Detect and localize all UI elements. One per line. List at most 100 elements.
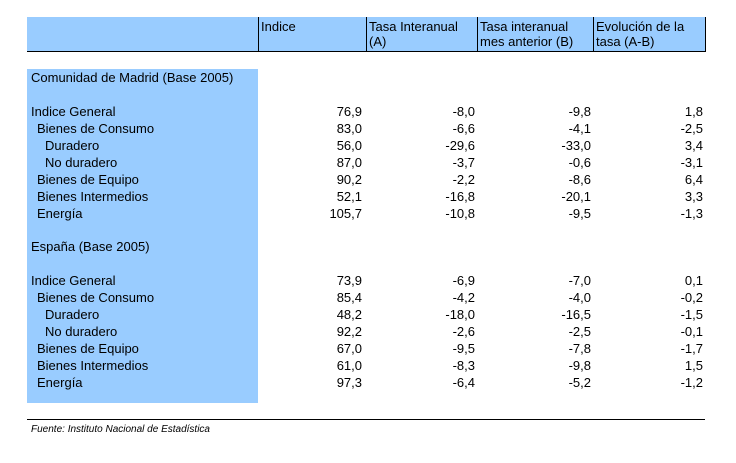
cell-value: 90,2	[336, 172, 362, 187]
cell-value: -3,7	[452, 155, 475, 170]
row-label: No duradero	[45, 324, 118, 339]
header-tasa-interanual: Tasa Interanual (A)	[366, 19, 458, 54]
cell-value: -9,8	[568, 104, 591, 119]
header-label-line: mes anterior (B)	[480, 34, 574, 49]
table-row: Indice General 76,9 -8,0 -9,8 1,8	[0, 103, 736, 120]
table-row: Bienes Intermedios 61,0 -8,3 -9,8 1,5	[0, 357, 736, 374]
cell-value: -3,1	[680, 155, 703, 170]
cell-value: -1,2	[680, 375, 703, 390]
cell-value: -7,0	[568, 273, 591, 288]
row-label-column	[27, 69, 258, 403]
header-indice: Indice	[258, 19, 296, 54]
cell-value: -2,5	[680, 121, 703, 136]
cell-value: 76,9	[336, 104, 362, 119]
cell-value: -6,9	[452, 273, 475, 288]
header-label-line: tasa (A-B)	[596, 34, 655, 49]
cell-value: -6,6	[452, 121, 475, 136]
header-label-line: (A)	[369, 34, 387, 49]
cell-value: 92,2	[336, 324, 362, 339]
row-label: Bienes Intermedios	[37, 358, 149, 373]
section-title-row: España (Base 2005)	[0, 238, 736, 255]
header-tasa-mes-anterior: Tasa interanual mes anterior (B)	[477, 19, 573, 54]
cell-value: 1,8	[684, 104, 703, 119]
section-title: Comunidad de Madrid (Base 2005)	[31, 70, 234, 85]
table-row: Duradero 48,2 -18,0 -16,5 -1,5	[0, 306, 736, 323]
table-row: Bienes de Equipo 67,0 -9,5 -7,8 -1,7	[0, 340, 736, 357]
header-label-line: Tasa Interanual	[369, 19, 458, 34]
cell-value: -7,8	[568, 341, 591, 356]
cell-value: 48,2	[336, 307, 362, 322]
table-row: Bienes Intermedios 52,1 -16,8 -20,1 3,3	[0, 188, 736, 205]
section-title-row: Comunidad de Madrid (Base 2005)	[0, 69, 736, 86]
cell-value: 6,4	[684, 172, 703, 187]
header-divider	[593, 17, 594, 52]
header-divider	[477, 17, 478, 52]
header-label-line: Evolución de la	[596, 19, 685, 34]
header-divider	[258, 17, 259, 52]
cell-value: -5,2	[568, 375, 591, 390]
cell-value: -8,3	[452, 358, 475, 373]
cell-value: -16,8	[445, 189, 475, 204]
row-label: Bienes de Consumo	[37, 290, 155, 305]
source-note: Fuente: Instituto Nacional de Estadístic…	[31, 424, 210, 435]
footer-rule	[27, 419, 705, 420]
section-title: España (Base 2005)	[31, 239, 150, 254]
row-label: Bienes Intermedios	[37, 189, 149, 204]
table-row: Indice General 73,9 -6,9 -7,0 0,1	[0, 272, 736, 289]
row-label: No duradero	[45, 155, 118, 170]
cell-value: 87,0	[336, 155, 362, 170]
cell-value: -10,8	[445, 206, 475, 221]
row-label: Indice General	[31, 104, 116, 119]
cell-value: 3,3	[684, 189, 703, 204]
header-divider	[366, 17, 367, 52]
table-row: Bienes de Equipo 90,2 -2,2 -8,6 6,4	[0, 171, 736, 188]
table-row: Energía 97,3 -6,4 -5,2 -1,2	[0, 374, 736, 391]
cell-value: 73,9	[336, 273, 362, 288]
cell-value: 97,3	[336, 375, 362, 390]
row-label: Duradero	[45, 307, 100, 322]
cell-value: -33,0	[561, 138, 591, 153]
table-row: Energía 105,7 -10,8 -9,5 -1,3	[0, 205, 736, 222]
cell-value: -9,5	[568, 206, 591, 221]
cell-value: 1,5	[684, 358, 703, 373]
cell-value: -1,5	[680, 307, 703, 322]
table-row: Bienes de Consumo 85,4 -4,2 -4,0 -0,2	[0, 289, 736, 306]
row-label: Energía	[37, 206, 83, 221]
cell-value: -20,1	[561, 189, 591, 204]
cell-value: -6,4	[452, 375, 475, 390]
cell-value: -9,8	[568, 358, 591, 373]
row-label: Indice General	[31, 273, 116, 288]
cell-value: -8,0	[452, 104, 475, 119]
cell-value: 56,0	[336, 138, 362, 153]
cell-value: -0,1	[680, 324, 703, 339]
cell-value: -4,0	[568, 290, 591, 305]
row-label: Bienes de Equipo	[37, 172, 139, 187]
cell-value: 0,1	[684, 273, 703, 288]
cell-value: 67,0	[336, 341, 362, 356]
cell-value: -2,2	[452, 172, 475, 187]
row-label: Bienes de Consumo	[37, 121, 155, 136]
row-label: Bienes de Equipo	[37, 341, 139, 356]
cell-value: -0,2	[680, 290, 703, 305]
cell-value: -4,1	[568, 121, 591, 136]
table-row: Duradero 56,0 -29,6 -33,0 3,4	[0, 137, 736, 154]
cell-value: -0,6	[568, 155, 591, 170]
header-indice-label: Indice	[261, 19, 296, 34]
cell-value: -9,5	[452, 341, 475, 356]
row-label: Duradero	[45, 138, 100, 153]
cell-value: -8,6	[568, 172, 591, 187]
cell-value: -4,2	[452, 290, 475, 305]
table-row: No duradero 92,2 -2,6 -2,5 -0,1	[0, 323, 736, 340]
cell-value: 52,1	[336, 189, 362, 204]
cell-value: -2,6	[452, 324, 475, 339]
cell-value: 83,0	[336, 121, 362, 136]
header-evolucion: Evolución de la tasa (A-B)	[593, 19, 684, 54]
cell-value: 3,4	[684, 138, 703, 153]
cell-value: -1,7	[680, 341, 703, 356]
cell-value: -1,3	[680, 206, 703, 221]
cell-value: 105,7	[329, 206, 362, 221]
cell-value: 85,4	[336, 290, 362, 305]
cell-value: -16,5	[561, 307, 591, 322]
header-label-line: Tasa interanual	[480, 19, 569, 34]
table-row: Bienes de Consumo 83,0 -6,6 -4,1 -2,5	[0, 120, 736, 137]
